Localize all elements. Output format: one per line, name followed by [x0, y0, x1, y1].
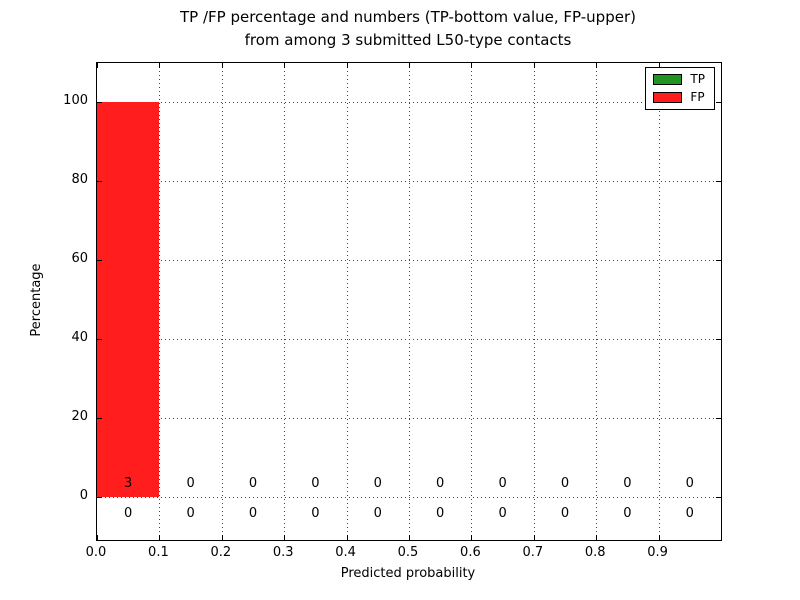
y-tick-label: 0 — [79, 487, 88, 503]
y-tick-mark-right — [716, 260, 721, 262]
x-tick-label: 0.1 — [148, 545, 169, 560]
annotation-tp-count: 0 — [311, 505, 320, 521]
gridline-vertical — [596, 63, 598, 540]
annotation-fp-count: 0 — [560, 476, 570, 492]
annotation-fp-count: 0 — [373, 476, 382, 492]
y-tick-label: 100 — [63, 93, 88, 109]
x-axis-label: Predicted probability — [340, 566, 476, 581]
x-tick-label: 0.8 — [584, 545, 606, 560]
x-tick-mark-bottom — [284, 535, 286, 540]
x-tick-mark-top — [97, 63, 98, 68]
legend: TP FP — [645, 67, 715, 110]
legend-swatch-tp — [653, 74, 683, 85]
gridline-vertical — [658, 63, 660, 540]
annotation-fp-count: 0 — [248, 476, 258, 492]
x-tick-mark-top — [409, 63, 410, 68]
x-tick-label: 0.4 — [335, 545, 356, 560]
x-tick-label: 0.2 — [210, 545, 232, 560]
annotation-fp-count: 0 — [186, 476, 195, 492]
x-tick-mark-bottom — [159, 535, 161, 540]
gridline-vertical — [221, 63, 223, 540]
x-tick-mark-top — [159, 63, 161, 68]
gridline-vertical — [533, 63, 535, 540]
gridline-vertical — [346, 63, 348, 540]
gridline-vertical — [471, 63, 473, 540]
annotation-fp-count: 3 — [124, 476, 133, 492]
x-tick-mark-bottom — [596, 535, 598, 540]
x-tick-mark-top — [596, 63, 598, 68]
x-tick-mark-top — [346, 63, 348, 68]
legend-item-tp: TP — [653, 73, 705, 86]
x-tick-mark-bottom — [409, 535, 410, 540]
y-axis-label: Percentage — [29, 263, 44, 337]
x-tick-label: 0.7 — [522, 545, 544, 560]
annotation-fp-count: 0 — [436, 476, 445, 492]
gridline-vertical — [409, 63, 410, 540]
y-tick-mark-left — [97, 102, 102, 104]
annotation-tp-count: 0 — [248, 505, 258, 521]
y-tick-mark-right — [716, 181, 721, 183]
x-tick-mark-top — [658, 63, 660, 68]
annotation-tp-count: 0 — [124, 505, 133, 521]
x-tick-mark-bottom — [97, 535, 98, 540]
y-tick-mark-right — [716, 338, 721, 340]
x-tick-mark-bottom — [346, 535, 348, 540]
annotation-tp-count: 0 — [560, 505, 570, 521]
chart-title-line2: from among 3 submitted L50-type contacts — [244, 31, 572, 49]
legend-label-tp: TP — [690, 72, 705, 86]
y-tick-label: 80 — [71, 172, 88, 188]
y-tick-label: 40 — [71, 329, 88, 345]
y-tick-mark-right — [716, 102, 721, 104]
annotation-fp-count: 0 — [623, 476, 632, 492]
bar-fp — [97, 102, 160, 497]
legend-swatch-fp — [653, 92, 683, 103]
x-tick-mark-top — [221, 63, 223, 68]
annotation-tp-count: 0 — [373, 505, 382, 521]
x-tick-mark-bottom — [533, 535, 535, 540]
y-tick-mark-left — [97, 338, 102, 340]
gridline-vertical — [159, 63, 161, 540]
y-tick-mark-right — [716, 417, 721, 419]
x-tick-mark-bottom — [221, 535, 223, 540]
x-tick-mark-top — [471, 63, 473, 68]
chart-title: TP /FP percentage and numbers (TP-bottom… — [96, 6, 720, 52]
annotation-tp-count: 0 — [685, 505, 694, 521]
y-tick-mark-left — [97, 496, 102, 498]
x-tick-mark-top — [284, 63, 286, 68]
y-tick-label: 60 — [71, 251, 88, 267]
annotation-tp-count: 0 — [498, 505, 507, 521]
y-tick-mark-left — [97, 181, 102, 183]
y-tick-label: 20 — [71, 408, 88, 424]
annotation-tp-count: 0 — [186, 505, 195, 521]
x-tick-label: 0.5 — [397, 545, 419, 560]
chart-title-line1: TP /FP percentage and numbers (TP-bottom… — [180, 8, 636, 26]
plot-area: TP FP 3 0 0 0 0 0 0 0 0 0 0 0 0 0 0 0 0 0 0 0 — [96, 62, 722, 541]
x-tick-label: 0.9 — [647, 545, 668, 560]
x-tick-mark-top — [533, 63, 535, 68]
x-tick-mark-bottom — [471, 535, 473, 540]
annotation-fp-count: 0 — [311, 476, 320, 492]
annotation-tp-count: 0 — [436, 505, 445, 521]
y-tick-mark-left — [97, 417, 102, 419]
y-tick-mark-right — [716, 496, 721, 498]
y-tick-mark-left — [97, 260, 102, 262]
legend-item-fp: FP — [653, 91, 705, 104]
annotation-tp-count: 0 — [623, 505, 632, 521]
x-tick-label: 0.6 — [460, 545, 481, 560]
annotation-fp-count: 0 — [685, 476, 694, 492]
x-tick-mark-bottom — [658, 535, 660, 540]
gridline-vertical — [284, 63, 286, 540]
x-tick-label: 0.3 — [272, 545, 294, 560]
x-tick-label: 0.0 — [85, 545, 107, 560]
annotation-fp-count: 0 — [498, 476, 507, 492]
legend-label-fp: FP — [690, 90, 705, 104]
